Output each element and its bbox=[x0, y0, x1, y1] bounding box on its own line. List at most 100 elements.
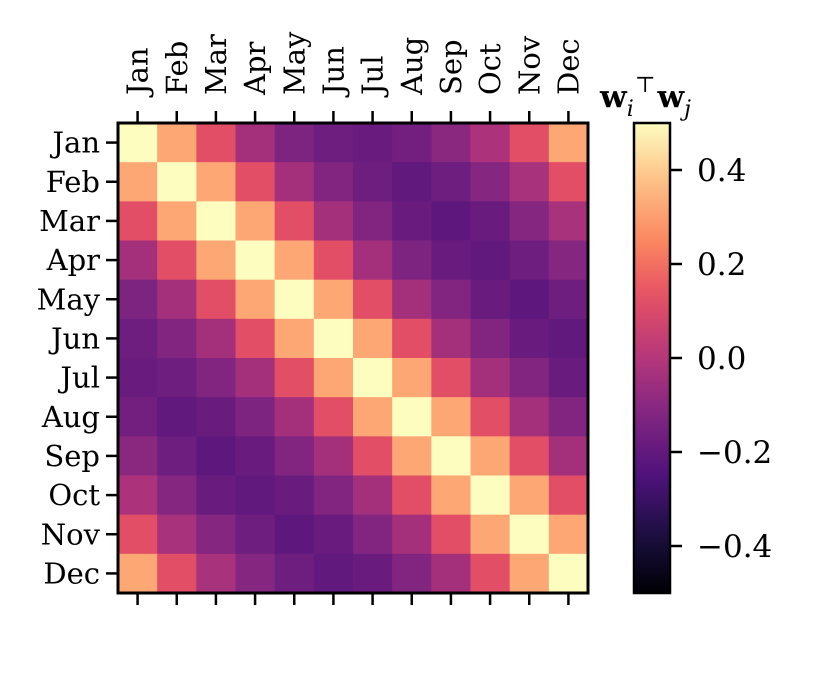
heatmap-cells bbox=[118, 123, 589, 594]
heatmap-cell bbox=[509, 436, 550, 477]
heatmap-cell bbox=[548, 162, 589, 202]
heatmap-cell bbox=[470, 201, 511, 242]
x-tick-label: Sep bbox=[434, 39, 468, 95]
heatmap-cell bbox=[509, 123, 550, 163]
heatmap-cell bbox=[431, 201, 472, 242]
y-tick-label: Jul bbox=[57, 361, 100, 395]
heatmap-cell bbox=[196, 240, 237, 281]
heatmap-cell bbox=[431, 514, 472, 555]
heatmap-cell bbox=[353, 318, 393, 359]
heatmap-cell bbox=[470, 397, 511, 437]
heatmap-cell bbox=[274, 162, 315, 202]
colorbar-tick-label: −0.2 bbox=[697, 435, 772, 471]
heatmap-cell bbox=[196, 397, 237, 437]
heatmap-cell bbox=[392, 397, 432, 437]
colorbar-tick-label: 0.2 bbox=[697, 247, 746, 283]
heatmap-cell bbox=[392, 162, 432, 202]
heatmap-cell bbox=[470, 436, 511, 477]
heatmap-cell bbox=[509, 318, 550, 359]
heatmap-cell bbox=[235, 475, 276, 516]
heatmap-cell bbox=[235, 279, 276, 320]
heatmap-cell bbox=[470, 475, 511, 516]
heatmap-cell bbox=[274, 514, 315, 555]
heatmap-cell bbox=[548, 553, 589, 594]
heatmap-cell bbox=[392, 514, 432, 555]
heatmap-cell bbox=[548, 123, 589, 163]
y-tick-label: Feb bbox=[46, 165, 100, 199]
colorbar-label-sub-i: i bbox=[627, 97, 634, 122]
heatmap-cell bbox=[392, 279, 432, 320]
colorbar-label-w2: w bbox=[656, 79, 685, 115]
heatmap-cell bbox=[392, 553, 432, 594]
heatmap-cell bbox=[118, 475, 158, 516]
heatmap-cell bbox=[196, 436, 237, 477]
heatmap-cell bbox=[431, 436, 472, 477]
heatmap-frame bbox=[116, 121, 590, 595]
heatmap-cell bbox=[313, 436, 354, 477]
heatmap-cell bbox=[274, 240, 315, 281]
heatmap-cell bbox=[196, 162, 237, 202]
heatmap-cell bbox=[118, 240, 158, 281]
y-axis-ticks bbox=[106, 141, 118, 575]
x-tick-label: Oct bbox=[473, 43, 507, 95]
heatmap-cell bbox=[235, 318, 276, 359]
colorbar-label: wi⊤wj bbox=[599, 73, 691, 122]
x-axis-labels: Jan Feb Mar Apr May Jun Jul Aug Sep Oct Nov Dec bbox=[121, 31, 586, 98]
heatmap-cell bbox=[509, 162, 550, 202]
heatmap-cell bbox=[235, 514, 276, 555]
heatmap-cell bbox=[353, 358, 393, 398]
heatmap-cell bbox=[548, 318, 589, 359]
heatmap-cell bbox=[509, 201, 550, 242]
heatmap-cell bbox=[313, 514, 354, 555]
heatmap-cell bbox=[157, 358, 197, 398]
x-tick-label: Jun bbox=[316, 46, 350, 98]
heatmap-cell bbox=[118, 123, 158, 163]
heatmap-cell bbox=[196, 318, 237, 359]
heatmap-cell bbox=[509, 553, 550, 594]
heatmap-cell bbox=[157, 240, 197, 281]
x-tick-label: Mar bbox=[199, 34, 233, 95]
heatmap-cell bbox=[431, 553, 472, 594]
heatmap-cell bbox=[509, 514, 550, 555]
heatmap-cell bbox=[431, 123, 472, 163]
heatmap-cell bbox=[196, 201, 237, 242]
heatmap-cell bbox=[470, 318, 511, 359]
x-tick-label: Apr bbox=[238, 41, 272, 96]
heatmap-cell bbox=[235, 162, 276, 202]
heatmap-cell bbox=[392, 358, 432, 398]
heatmap-cell bbox=[353, 397, 393, 437]
heatmap-cell bbox=[353, 201, 393, 242]
heatmap-cell bbox=[313, 553, 354, 594]
y-tick-label: May bbox=[37, 282, 101, 316]
x-tick-label: Jan bbox=[121, 47, 155, 98]
heatmap-cell bbox=[157, 318, 197, 359]
heatmap-cell bbox=[274, 318, 315, 359]
heatmap-cell bbox=[431, 240, 472, 281]
heatmap-cell bbox=[392, 201, 432, 242]
heatmap-cell bbox=[431, 397, 472, 437]
colorbar-tick-label: −0.4 bbox=[697, 529, 772, 565]
heatmap-cell bbox=[235, 358, 276, 398]
x-tick-label: Jul bbox=[356, 55, 390, 98]
colorbar-ticks: 0.4 0.2 0.0 −0.2 −0.4 bbox=[670, 153, 772, 565]
heatmap-cell bbox=[274, 201, 315, 242]
x-axis-ticks bbox=[136, 111, 570, 605]
heatmap-cell bbox=[353, 514, 393, 555]
y-tick-label: Mar bbox=[39, 204, 100, 238]
heatmap-cell bbox=[353, 436, 393, 477]
colorbar bbox=[634, 123, 670, 593]
heatmap-cell bbox=[470, 123, 511, 163]
heatmap-cell bbox=[392, 123, 432, 163]
heatmap-cell bbox=[431, 358, 472, 398]
heatmap-cell bbox=[509, 279, 550, 320]
heatmap-cell bbox=[274, 475, 315, 516]
heatmap-cell bbox=[313, 240, 354, 281]
y-tick-label: Jan bbox=[49, 126, 100, 160]
x-tick-label: May bbox=[277, 31, 311, 95]
heatmap-cell bbox=[157, 553, 197, 594]
heatmap-cell bbox=[548, 514, 589, 555]
colorbar-tick-label: 0.0 bbox=[697, 341, 746, 377]
heatmap-cell bbox=[548, 201, 589, 242]
heatmap-cell bbox=[392, 475, 432, 516]
